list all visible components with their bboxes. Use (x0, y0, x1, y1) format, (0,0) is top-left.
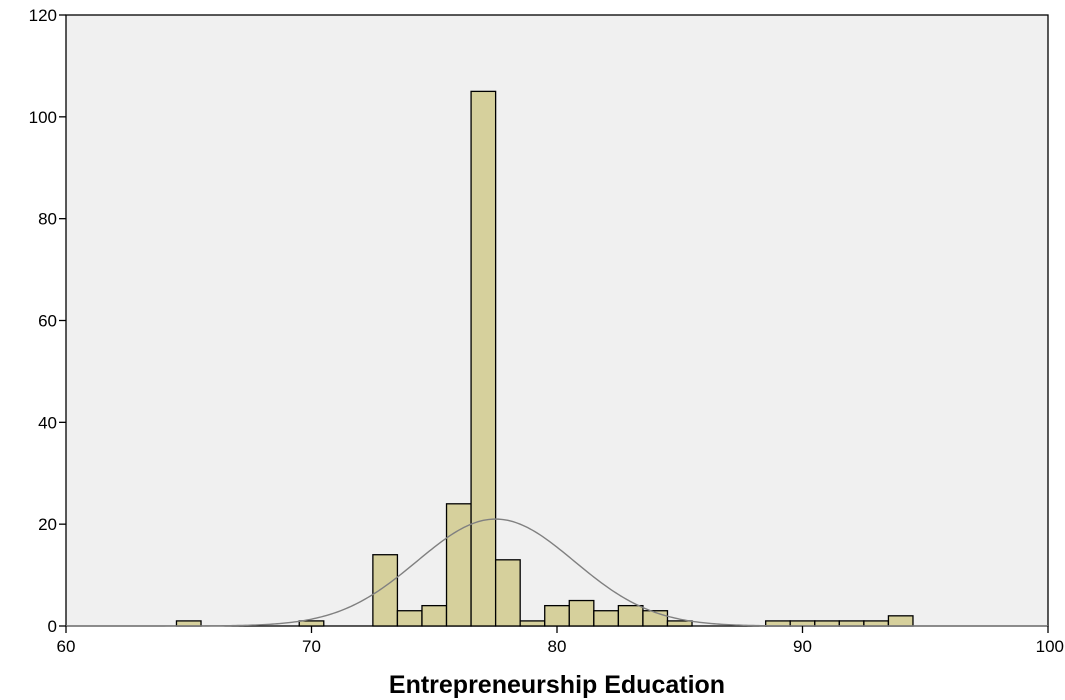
histogram-bar (421, 604, 448, 627)
histogram-bar (838, 620, 865, 627)
y-tick-label: 40 (38, 413, 57, 432)
histogram-bar (814, 620, 840, 627)
x-tick-label: 90 (793, 637, 812, 656)
histogram-bar (470, 90, 497, 627)
histogram-bar (544, 604, 570, 627)
x-tick-label: 100 (1036, 637, 1064, 656)
x-tick-label: 80 (548, 637, 567, 656)
histogram-bar (494, 559, 521, 627)
histogram-bar (298, 620, 325, 627)
y-tick-label: 120 (29, 6, 57, 25)
histogram-bar (666, 620, 693, 627)
bars-group (175, 90, 914, 627)
y-tick-label: 0 (48, 617, 57, 636)
y-tick-label: 100 (29, 108, 57, 127)
histogram-bar (617, 604, 644, 627)
histogram-bar (568, 599, 595, 627)
x-tick-label: 70 (302, 637, 321, 656)
x-axis-title: Entrepreneurship Education (389, 671, 725, 699)
histogram-bar (396, 610, 423, 627)
histogram-bar (519, 620, 546, 627)
normal-curve (66, 518, 1048, 627)
y-axis: 0 20 40 60 80 100 120 (29, 6, 66, 636)
plot-area (65, 14, 1049, 627)
histogram-bar (887, 615, 914, 627)
histogram-bar (863, 620, 890, 627)
histogram-bar (593, 610, 620, 627)
y-tick-label: 80 (38, 210, 57, 229)
x-axis: 60 70 80 90 100 (57, 626, 1064, 656)
histogram-bar (445, 503, 472, 627)
y-tick-label: 60 (38, 312, 57, 331)
x-tick-label: 60 (57, 637, 76, 656)
histogram-bar (372, 554, 399, 627)
y-tick-label: 20 (38, 515, 57, 534)
